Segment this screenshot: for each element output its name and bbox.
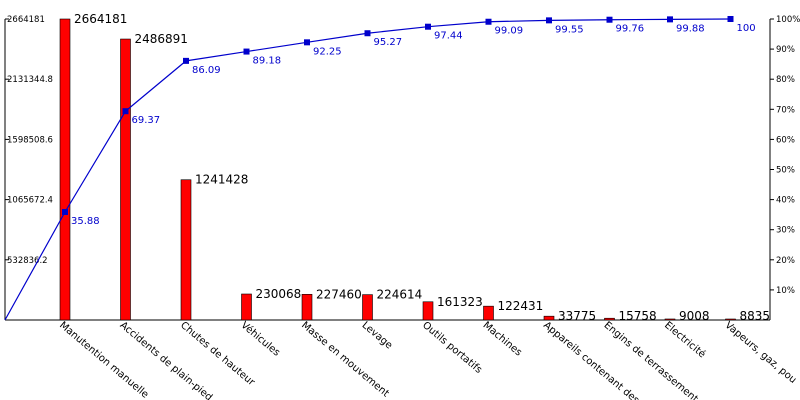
- right-tick-label: 70%: [776, 105, 795, 115]
- cumulative-percent-label: 99.88: [676, 23, 705, 34]
- bar: [543, 315, 555, 321]
- right-tick-label: 20%: [776, 256, 795, 266]
- category-label: Vapeurs, gaz, pou: [723, 320, 799, 386]
- category-label: Outils portatifs: [420, 320, 484, 376]
- cumulative-percent-label: 100: [737, 23, 756, 34]
- cumulative-point: [304, 39, 310, 46]
- bar-value-label: 2486891: [135, 32, 188, 46]
- bar-value-label: 33775: [558, 309, 596, 323]
- left-tick-label: 2131344.8: [7, 75, 53, 85]
- cumulative-percent-label: 99.76: [616, 24, 645, 35]
- right-tick-label: 40%: [776, 196, 795, 206]
- cumulative-percent-label: 69.37: [132, 115, 161, 126]
- left-tick-label: 2664181: [7, 15, 45, 25]
- bar-value-label: 9008: [679, 309, 710, 323]
- left-tick-label: 532836.2: [7, 256, 48, 266]
- cumulative-point: [485, 18, 492, 25]
- cumulative-percent-labels: 35.88 69.37 86.09 89.18 92.25 95.27 97.44 99.09…: [71, 23, 756, 227]
- bar: [664, 318, 676, 321]
- bar-value-label: 224614: [377, 288, 423, 302]
- right-axis-ticks: 10% 20% 30% 40% 50% 60% 70% 80% 90% 100%: [770, 15, 800, 296]
- bar-value-label: 2664181: [74, 12, 127, 26]
- left-axis-ticks: 532836.2 1065672.4 1598508.6 2131344.8 26641…: [5, 15, 53, 266]
- cumulative-point: [243, 48, 250, 55]
- cumulative-point: [425, 23, 431, 30]
- left-tick-label: 1065672.4: [7, 196, 53, 206]
- cumulative-point: [667, 16, 673, 23]
- cumulative-percent-label: 99.09: [495, 26, 524, 37]
- right-tick-label: 30%: [776, 226, 795, 236]
- cumulative-percent-label: 92.25: [313, 46, 342, 57]
- bar: [59, 18, 71, 321]
- cumulative-percent-label: 35.88: [71, 216, 100, 227]
- right-tick-label: 80%: [776, 75, 795, 85]
- bar-value-label: 15758: [619, 309, 657, 323]
- cumulative-point: [122, 108, 129, 115]
- cumulative-percent-label: 99.55: [555, 24, 584, 35]
- cumulative-percent-label: 97.44: [434, 31, 463, 42]
- bar-value-label: 8835: [740, 309, 771, 323]
- cumulative-percent-label: 95.27: [374, 37, 403, 48]
- category-label: Machines: [481, 320, 524, 359]
- cumulative-percent-label: 89.18: [253, 56, 282, 67]
- bar-series: [59, 18, 736, 321]
- bar-value-label: 122431: [498, 299, 544, 313]
- bar-value-label: 161323: [437, 295, 483, 309]
- bar: [362, 294, 373, 321]
- cumulative-line: [4, 18, 731, 321]
- cumulative-percent-label: 86.09: [192, 65, 221, 76]
- bar: [241, 293, 252, 321]
- bar-value-label: 230068: [256, 287, 302, 301]
- category-label: Levage: [360, 320, 395, 352]
- cumulative-point: [606, 16, 613, 23]
- right-tick-label: 50%: [776, 166, 795, 176]
- bar: [180, 179, 192, 321]
- bar-value-label: 227460: [316, 287, 362, 301]
- bar-value-label: 1241428: [195, 173, 248, 187]
- category-label: Electricité: [662, 319, 708, 360]
- category-label: Véhicules: [239, 319, 283, 359]
- bar: [725, 318, 736, 321]
- bar: [120, 38, 131, 321]
- bar: [422, 301, 434, 321]
- cumulative-point: [727, 16, 734, 22]
- right-tick-label: 10%: [776, 286, 795, 296]
- right-tick-label: 100%: [776, 15, 800, 25]
- bar: [604, 317, 615, 321]
- cumulative-point: [183, 57, 189, 64]
- cumulative-line-series: [4, 16, 734, 321]
- chart-axes: [4, 19, 771, 321]
- cumulative-point: [62, 209, 68, 216]
- right-tick-label: 60%: [776, 135, 795, 145]
- category-label: Appareils contenant des: [541, 320, 641, 400]
- cumulative-point: [364, 30, 371, 37]
- cumulative-point: [546, 17, 552, 24]
- bar: [301, 294, 313, 321]
- bar: [483, 305, 494, 321]
- left-tick-label: 1598508.6: [7, 135, 53, 145]
- bar-value-labels: 2664181 2486891 1241428 230068 227460 224614 1…: [74, 12, 770, 323]
- right-tick-label: 90%: [776, 45, 795, 55]
